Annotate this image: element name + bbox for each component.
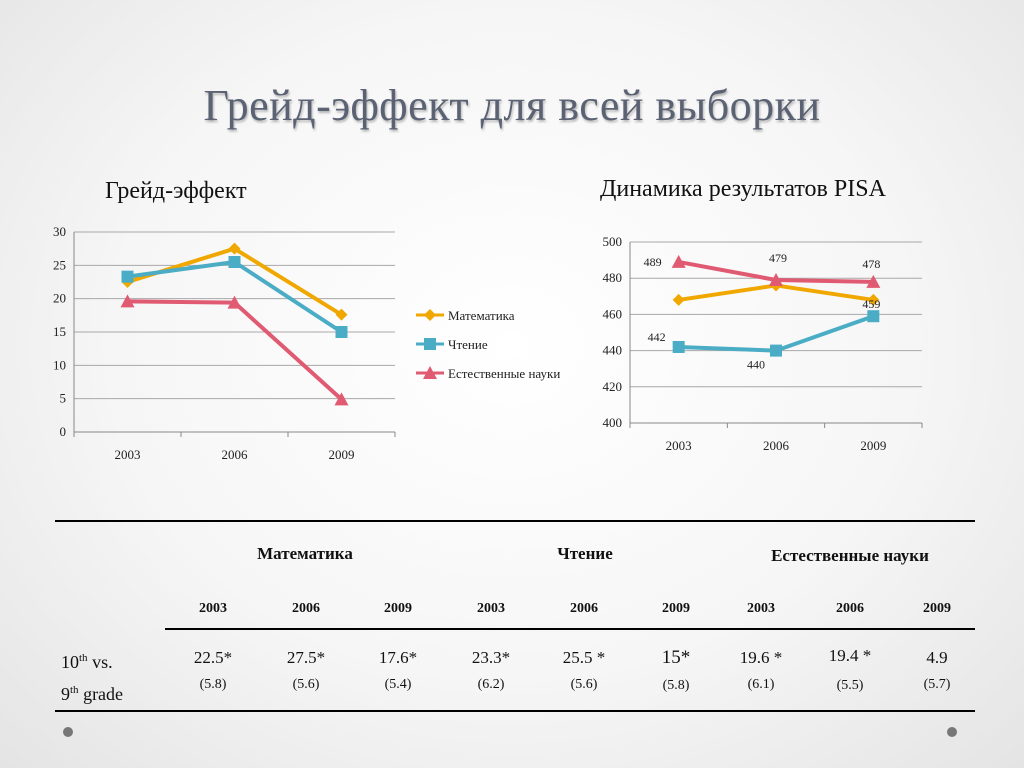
standard-error: (5.4)	[384, 677, 412, 692]
data-point	[671, 254, 686, 268]
y-tick-label: 15	[53, 324, 66, 339]
y-tick-label: 440	[603, 343, 623, 358]
grade-effect-value: 17.6*	[378, 648, 418, 667]
legend-label: Естественные науки	[448, 366, 560, 381]
year-header: 2006	[570, 601, 598, 616]
standard-error: (5.6)	[570, 677, 598, 692]
grade-effect-value: 4.9	[926, 648, 948, 667]
x-tick-label: 2006	[763, 438, 790, 453]
x-tick-label: 2006	[222, 447, 249, 462]
y-tick-label: 20	[53, 291, 66, 306]
legend-marker	[424, 338, 436, 350]
corner-dot-left	[63, 727, 73, 737]
series-2	[120, 294, 349, 406]
standard-error: (5.8)	[662, 678, 690, 693]
left-chart-title: Грейд-эффект	[105, 178, 247, 204]
data-point	[866, 274, 881, 288]
right-chart-title: Динамика результатов PISA	[600, 176, 886, 202]
series-1: 442 440 459	[648, 297, 881, 371]
series-0	[121, 242, 348, 321]
year-header: 2009	[662, 601, 690, 616]
year-header: 2006	[836, 601, 864, 616]
table-bottom-rule	[55, 710, 975, 712]
subject-header-reading: Чтение	[557, 544, 613, 563]
y-tick-label: 480	[603, 270, 623, 285]
y-tick-label: 25	[53, 257, 66, 272]
year-header: 2003	[477, 601, 505, 616]
data-point	[672, 293, 685, 306]
slide-title: Грейд-эффект для всей выборки	[203, 81, 821, 130]
grade-effect-value: 22.5*	[193, 648, 233, 667]
data-point	[228, 256, 241, 268]
series-2: 489 479 478	[644, 251, 881, 288]
y-tick-label: 400	[603, 415, 623, 430]
grade-effect-value: 19.4 *	[828, 646, 872, 665]
standard-error: (6.1)	[747, 677, 775, 692]
year-header: 2003	[747, 601, 775, 616]
grade-effect-chart: 0 5 10 15 20 25 30 2003 2006 2009 Математика Чтение…	[53, 224, 560, 462]
series-1	[121, 256, 348, 338]
data-point	[120, 294, 135, 308]
data-point	[228, 242, 241, 255]
year-header: 2006	[292, 601, 320, 616]
legend-entry: Естественные науки	[416, 366, 560, 381]
x-tick-label: 2009	[860, 438, 886, 453]
data-label: 459	[862, 297, 880, 311]
data-point	[121, 270, 134, 283]
legend-label: Математика	[448, 308, 515, 323]
data-point	[672, 340, 685, 353]
x-tick-label: 2003	[666, 438, 692, 453]
legend-entry: Математика	[416, 308, 515, 323]
y-tick-label: 460	[603, 306, 623, 321]
grade-effect-value: 25.5 *	[562, 648, 606, 667]
standard-error: (6.2)	[477, 677, 505, 692]
data-point	[867, 310, 880, 323]
legend-marker	[423, 366, 437, 379]
data-point	[770, 344, 782, 357]
data-label: 440	[747, 358, 765, 372]
subject-header-math: Математика	[257, 544, 353, 563]
grade-effect-value: 15*	[661, 647, 691, 668]
results-table: Математика Чтение Естественные науки 200…	[55, 520, 975, 712]
data-point	[334, 392, 349, 406]
year-header: 2009	[384, 601, 412, 616]
grade-effect-value: 27.5*	[286, 648, 326, 667]
grade-effect-value: 19.6 *	[739, 648, 783, 667]
y-tick-label: 0	[60, 424, 67, 439]
data-point	[867, 293, 880, 306]
corner-dot-right	[947, 727, 957, 737]
standard-error: (5.8)	[199, 677, 227, 692]
grade-effect-value: 23.3*	[471, 648, 511, 667]
legend-marker	[424, 309, 436, 321]
table-top-rule	[55, 520, 975, 522]
x-tick-label: 2009	[329, 447, 355, 462]
data-point	[335, 308, 348, 321]
y-tick-label: 5	[60, 391, 67, 406]
x-tick-label: 2003	[115, 447, 141, 462]
standard-error: (5.5)	[836, 678, 864, 693]
y-tick-label: 10	[53, 357, 66, 372]
year-header: 2003	[199, 601, 227, 616]
y-tick-label: 30	[53, 224, 66, 239]
y-tick-label: 420	[603, 379, 623, 394]
data-label: 442	[648, 330, 666, 344]
legend-label: Чтение	[448, 337, 488, 352]
table-header-rule	[165, 628, 975, 630]
standard-error: (5.7)	[923, 677, 951, 692]
subject-header-science: Естественные науки	[771, 546, 929, 565]
data-point	[769, 273, 783, 287]
data-point	[335, 326, 348, 338]
series-line	[127, 299, 343, 401]
data-label: 479	[769, 251, 787, 265]
data-label: 489	[644, 255, 662, 269]
data-label: 478	[862, 257, 880, 271]
standard-error: (5.6)	[292, 677, 320, 692]
y-tick-label: 500	[603, 234, 623, 249]
legend-entry: Чтение	[416, 337, 488, 352]
data-point	[227, 295, 242, 309]
row-label: 10th vs. 9th grade	[61, 652, 124, 704]
year-header: 2009	[923, 601, 951, 616]
